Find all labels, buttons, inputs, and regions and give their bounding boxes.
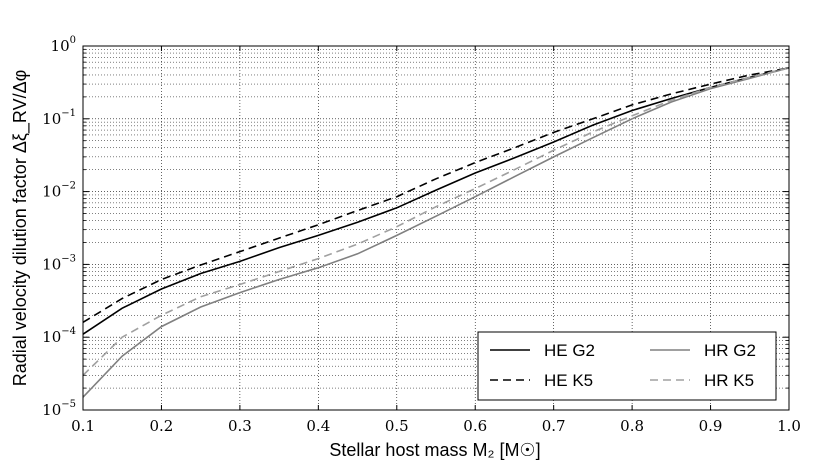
x-tick-label: 0.4 (306, 417, 330, 435)
y-tick-label: 10−1 (42, 108, 76, 128)
y-tick-label: 10−4 (42, 326, 76, 346)
x-tick-label: 0.1 (71, 417, 95, 435)
x-tick-label: 0.7 (542, 417, 566, 435)
ticks (82, 45, 790, 411)
legend-label: HR G2 (704, 341, 756, 360)
x-tick-label: 0.5 (385, 417, 409, 435)
tick-labels: 0.1 0.2 0.3 0.4 0.5 0.6 0.7 0.8 0.9 1.0 100 10−1 10−… (42, 35, 801, 435)
x-tick-label: 0.8 (620, 417, 644, 435)
x-tick-label: 1.0 (777, 417, 801, 435)
series-line-1 (82, 67, 790, 323)
legend-box (477, 331, 777, 401)
y-tick-label: 10−5 (42, 399, 76, 419)
y-tick-label: 10−2 (42, 181, 76, 201)
x-tick-label: 0.6 (463, 417, 487, 435)
plot-frame (82, 45, 790, 411)
series-layer (82, 67, 790, 398)
legend: HE G2 HR G2 HE K5 HR K5 (477, 331, 777, 401)
x-tick-label: 0.3 (228, 417, 252, 435)
x-axis-label: Stellar host mass M₂ [M☉] (329, 440, 540, 460)
series-line-3 (82, 67, 790, 376)
x-tick-label: 0.9 (699, 417, 723, 435)
legend-label: HE G2 (544, 341, 595, 360)
y-tick-label: 100 (51, 35, 76, 55)
y-tick-label: 10−3 (42, 253, 76, 273)
x-tick-label: 0.2 (150, 417, 174, 435)
legend-label: HR K5 (704, 371, 754, 390)
series-line-2 (82, 67, 790, 398)
series-line-0 (82, 67, 790, 335)
legend-label: HE K5 (544, 371, 593, 390)
y-axis-label: Radial velocity dilution factor Δξ_RV/Δφ (10, 70, 31, 387)
